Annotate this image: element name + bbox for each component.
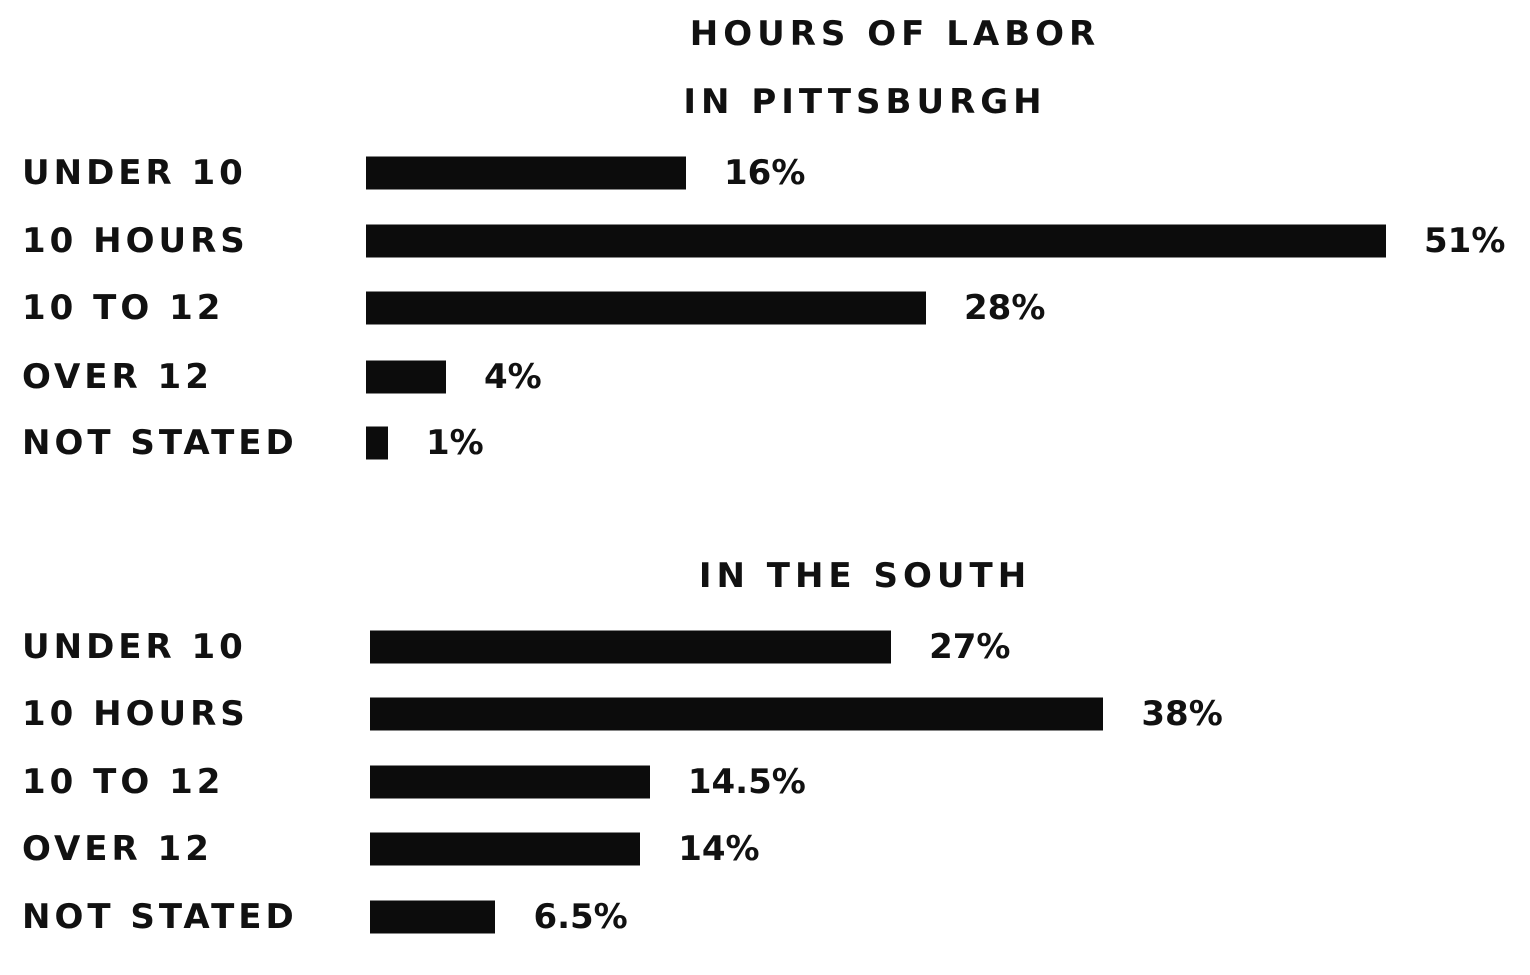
bar [366, 360, 446, 394]
category-label: OVER 12 [22, 357, 213, 397]
data-label: 6.5% [533, 897, 628, 937]
category-label: OVER 12 [22, 829, 213, 869]
category-label: NOT STATED [22, 423, 298, 463]
chart-1-title: IN PITTSBURGH [683, 82, 1047, 122]
data-label: 28% [964, 288, 1046, 328]
bar [370, 630, 892, 664]
data-label: 51% [1424, 221, 1506, 261]
category-label: 10 TO 12 [22, 762, 225, 802]
data-label: 16% [724, 153, 806, 193]
bar [370, 900, 496, 934]
data-label: 4% [484, 357, 542, 397]
bar [370, 765, 650, 799]
data-label: 27% [929, 627, 1011, 667]
data-label: 1% [426, 423, 484, 463]
category-label: NOT STATED [22, 897, 298, 937]
bar [366, 291, 926, 325]
category-label: UNDER 10 [22, 153, 247, 193]
bar [366, 224, 1386, 258]
chart-main-title: HOURS OF LABOR [689, 14, 1101, 54]
bar [366, 426, 388, 460]
data-label: 38% [1141, 694, 1223, 734]
category-label: UNDER 10 [22, 627, 247, 667]
data-label: 14.5% [687, 762, 806, 802]
bar [370, 832, 641, 866]
category-label: 10 TO 12 [22, 288, 225, 328]
chart-2-title: IN THE SOUTH [698, 556, 1032, 596]
category-label: 10 HOURS [22, 694, 249, 734]
bar [366, 156, 686, 190]
category-label: 10 HOURS [22, 221, 249, 261]
bar [370, 697, 1104, 731]
data-label: 14% [678, 829, 760, 869]
